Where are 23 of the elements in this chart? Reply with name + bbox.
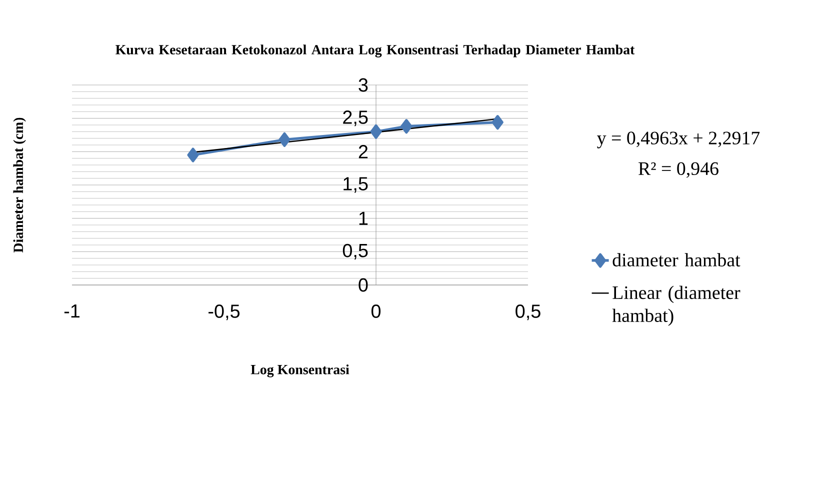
x-tick-label: 0,5: [516, 304, 540, 320]
point: [278, 132, 290, 147]
legend-label: Linear (diameter hambat): [612, 286, 740, 326]
y-tick-label: 3: [358, 78, 368, 92]
y-axis-title: Diameter hambat (cm): [13, 118, 26, 253]
y-tick-label: 0: [358, 278, 368, 292]
y-tick-label: 1,5: [344, 177, 368, 193]
chart-title: Kurva Kesetaraan Ketokonazol Antara Log Konsentrasi Terhadap Diameter Hambat: [116, 44, 635, 58]
y-tick-label: 0,5: [342, 244, 368, 260]
x-tick-label: 0: [371, 304, 381, 318]
x-tick-label: -0,5: [208, 304, 240, 320]
text: R² = 0,946: [638, 162, 718, 178]
x-axis-title: Log Konsentrasi: [250, 364, 350, 378]
x-tick-label: -1: [64, 304, 80, 318]
legend-label: diameter hambat: [612, 253, 740, 266]
y-tick-label: 2: [358, 145, 368, 158]
point: [370, 124, 382, 139]
point: [187, 148, 199, 162]
text: y = 0,4963x + 2,2917: [597, 132, 760, 148]
point: [400, 119, 412, 134]
point: [492, 115, 504, 130]
y-tick-label: 2,5: [343, 110, 368, 126]
y-tick-label: 1: [359, 212, 368, 225]
